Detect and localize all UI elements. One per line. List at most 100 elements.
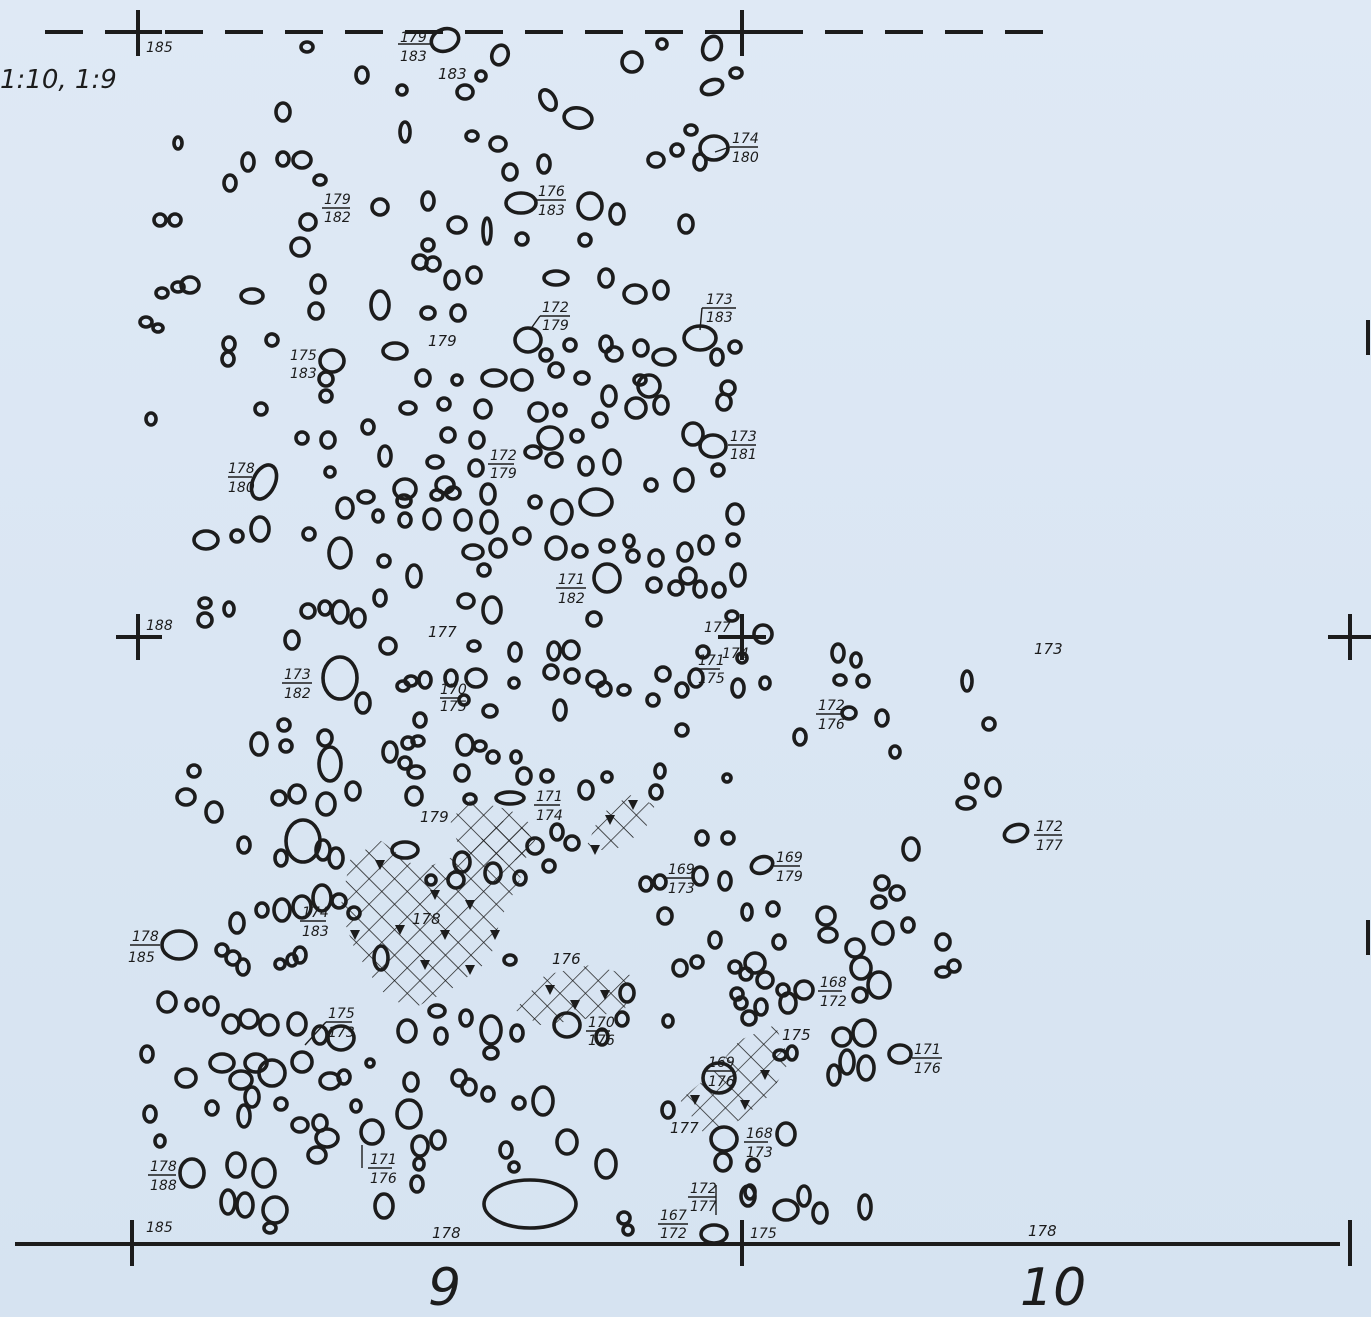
stone-outline [298,212,318,232]
stone-outline [870,894,888,910]
stone-outline [643,477,659,493]
stone-outline [888,884,906,902]
svg-text:168: 168 [820,975,847,991]
stone-outline [614,1010,630,1028]
stone-outline [539,768,555,784]
stone-outline [429,1129,447,1151]
stone-outline [725,502,745,526]
stone-outline [481,216,493,246]
stone-outline [323,465,337,479]
stone-outline [621,1223,635,1237]
stone-outline [307,301,325,321]
stone-outline [622,533,636,549]
stone-outline [398,120,412,144]
stone-outline [713,1151,733,1173]
stone-outline [467,458,485,478]
stone-outline [600,384,618,408]
stone-outline [376,553,392,569]
svg-text:183: 183 [538,203,565,219]
stone-outline [888,744,902,760]
svg-text:188: 188 [150,1178,177,1194]
stone-outline [698,433,728,459]
svg-text:175: 175 [698,671,725,687]
stone-outline [464,129,480,143]
stone-outline [745,1157,761,1173]
stone-outline [677,213,695,235]
stone-outline [377,444,393,468]
stone-outline [636,373,662,399]
stone-outline [749,854,775,876]
stone-outline [253,401,269,417]
stone-outline [552,402,568,418]
stone-outline [262,1221,278,1235]
stone-outline [765,900,781,918]
stone-outline [604,345,624,363]
svg-text:172: 172 [818,698,845,714]
stone-outline [600,770,614,784]
stone-outline [465,265,483,285]
stone-outline [390,840,420,860]
stone-outline [555,1128,579,1156]
stone-outline [504,191,538,215]
stone-outline [638,875,654,893]
stone-outline [160,929,198,961]
stone-outline [632,373,648,387]
stone-outline [674,722,690,738]
svg-text:172: 172 [490,448,517,464]
stone-outline [405,563,423,589]
stone-outline [330,599,350,625]
stone-outline [468,430,486,450]
svg-text:173: 173 [730,429,757,445]
scale-label: 1:10, 1:9 [0,65,117,95]
stone-outline [488,135,508,153]
svg-text:176: 176 [588,1033,615,1049]
stone-outline [699,77,725,97]
stone-outline [354,65,370,85]
hatched-area-lower-mid [515,965,630,1025]
stone-outline [144,411,158,427]
svg-text:177: 177 [704,620,731,636]
stone-outline [595,680,613,698]
stone-outline [292,945,308,965]
stone-outline [228,1069,254,1091]
stone-outline [616,683,632,697]
stone-outline [562,337,578,353]
stone-outline [254,901,270,919]
stone-outline [273,1096,289,1112]
leader-lines [130,43,1062,1225]
svg-text:178: 178 [132,929,159,945]
stone-outline [489,43,511,67]
stone-outline [592,562,622,594]
svg-text:170: 170 [440,682,467,698]
stone-outline [1002,822,1030,844]
stone-outline [299,602,317,620]
stone-outline [214,942,230,958]
stone-outline [527,401,549,423]
stone-outline [738,966,754,982]
stone-outline [249,731,269,757]
svg-text:171: 171 [558,572,585,588]
stone-outline [622,283,648,305]
stone-outline [229,528,245,544]
svg-text:175: 175 [328,1006,355,1022]
stone-outline [444,485,462,501]
stone-outline [887,1043,913,1065]
hatched-area-upper [450,800,540,860]
svg-text:181: 181 [730,447,757,463]
stone-outline [261,1195,289,1225]
svg-text:176: 176 [708,1074,735,1090]
stone-outline [370,197,390,217]
stone-outline [455,83,475,101]
svg-text:171: 171 [370,1152,397,1168]
grid-cross-mid-right [1328,614,1371,660]
stone-outline [509,749,523,765]
stone-outline [717,870,733,892]
stone-outline [594,1148,618,1180]
stone-outline [689,954,705,970]
